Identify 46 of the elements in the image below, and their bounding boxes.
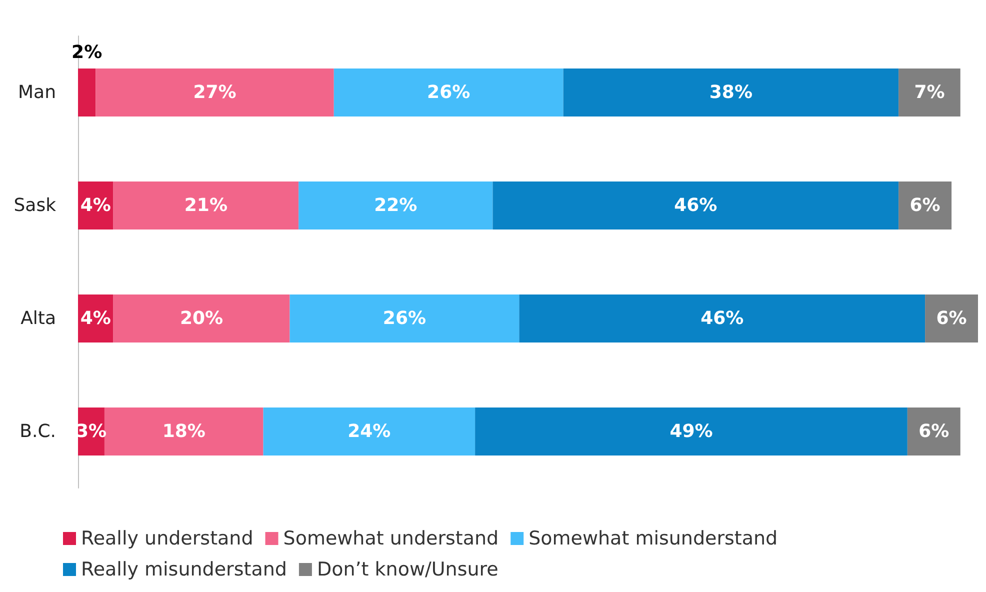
bar (96, 68, 334, 116)
data-label: 21% (184, 195, 228, 216)
legend-label: Really understand (81, 528, 254, 550)
bar (898, 182, 952, 230)
bar (898, 68, 960, 116)
data-label: 4% (80, 195, 111, 216)
data-label: 26% (427, 82, 470, 103)
data-label: 4% (80, 308, 111, 329)
legend-label: Somewhat misunderstand (528, 528, 778, 550)
legend-label: Don’t know/Unsure (316, 558, 498, 580)
data-label: 49% (670, 421, 713, 442)
data-label: 46% (674, 195, 718, 216)
bar (563, 68, 899, 116)
data-label: 6% (936, 308, 967, 329)
bar (492, 182, 899, 230)
y-tick-label: Alta (20, 308, 56, 329)
bar (113, 182, 299, 230)
legend-label: Really misunderstand (81, 558, 287, 580)
bar (334, 68, 564, 116)
y-tick-label: B.C. (20, 421, 56, 442)
bar (263, 408, 476, 456)
bar (113, 294, 290, 342)
data-label: 3% (76, 421, 107, 442)
y-tick-label: Sask (14, 195, 57, 216)
bar (78, 68, 96, 116)
data-label: 46% (700, 308, 744, 329)
bar (475, 408, 908, 456)
data-label: 38% (709, 82, 752, 103)
data-label: 27% (193, 82, 236, 103)
bar (104, 408, 264, 456)
bar (907, 408, 960, 456)
legend-label: Somewhat understand (283, 528, 499, 550)
data-label: 26% (382, 308, 426, 329)
data-label: 7% (914, 82, 945, 103)
data-label: 6% (918, 421, 950, 442)
data-label: 6% (910, 195, 940, 216)
data-label: 22% (374, 195, 418, 216)
y-tick-label: Man (18, 82, 56, 103)
data-label: 24% (348, 421, 391, 442)
bar (519, 294, 926, 342)
bar (290, 294, 520, 342)
data-label: 18% (162, 421, 206, 442)
data-label: 20% (180, 308, 224, 329)
bar (925, 294, 978, 342)
data-label: 2% (72, 42, 102, 63)
bar (298, 182, 493, 230)
